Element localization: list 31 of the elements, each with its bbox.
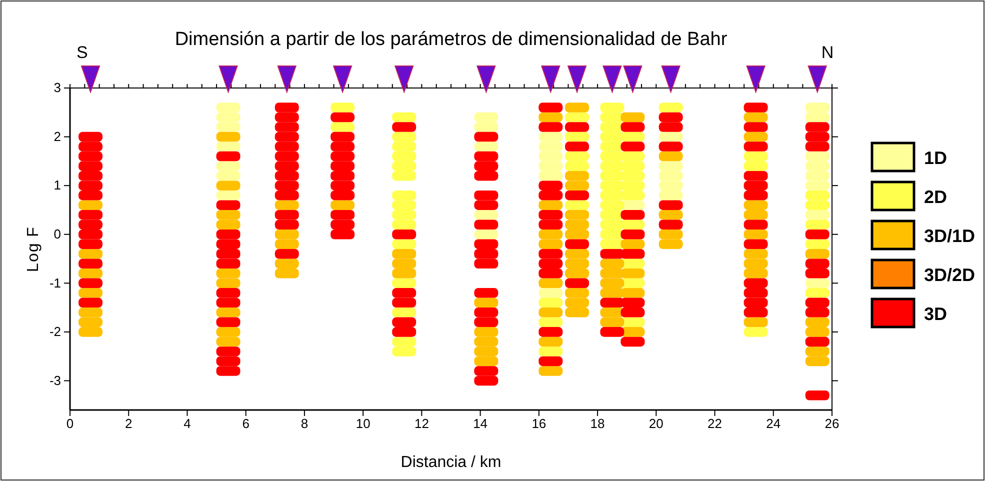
y-tick-label: 1 — [54, 178, 61, 193]
x-tick-label: 4 — [184, 416, 191, 432]
x-tick-label: 26 — [824, 416, 840, 432]
legend-label: 3D/2D — [924, 265, 976, 285]
text: S — [76, 43, 88, 62]
x-tick-label: 24 — [766, 416, 781, 432]
chart-title: Dimensión a partir de los parámetros de dimensionalidad de Bahr — [174, 29, 728, 50]
x-tick-label: 16 — [532, 416, 546, 432]
y-tick-label: 3 — [54, 80, 61, 96]
x-tick-label: 10 — [356, 416, 370, 432]
text: N — [821, 43, 834, 62]
y-tick-label: 0 — [54, 226, 61, 242]
legend-label: 3D/1D — [924, 226, 976, 246]
x-tick-label: 0 — [66, 416, 74, 432]
x-tick-label: 8 — [300, 416, 308, 432]
y-axis-title: Log F — [25, 226, 42, 272]
legend-label: 1D — [924, 148, 948, 168]
legend-label: 3D — [924, 304, 948, 324]
x-tick-label: 20 — [648, 416, 664, 432]
x-tick-label: 2 — [125, 416, 132, 432]
x-tick-label: 12 — [414, 416, 429, 432]
legend-label: 2D — [924, 187, 948, 207]
x-tick-label: 6 — [242, 416, 250, 432]
y-tick-label: -3 — [49, 372, 61, 388]
x-axis-title: Distancia / km — [400, 454, 502, 471]
x-tick-label: 18 — [590, 416, 605, 432]
x-tick-label: 22 — [708, 416, 722, 432]
y-tick-label: -1 — [49, 275, 61, 290]
y-tick-label: 2 — [54, 128, 61, 144]
y-tick-label: -2 — [49, 324, 61, 340]
x-tick-label: 14 — [473, 416, 488, 432]
